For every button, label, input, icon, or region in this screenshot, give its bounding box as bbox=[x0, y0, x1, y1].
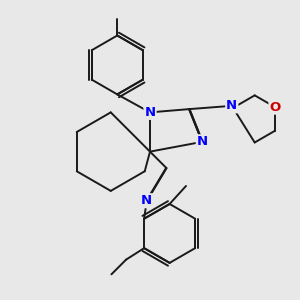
Text: O: O bbox=[269, 100, 281, 114]
Text: N: N bbox=[141, 194, 152, 207]
Text: N: N bbox=[197, 135, 208, 148]
Text: N: N bbox=[144, 106, 156, 119]
Text: N: N bbox=[226, 99, 237, 112]
